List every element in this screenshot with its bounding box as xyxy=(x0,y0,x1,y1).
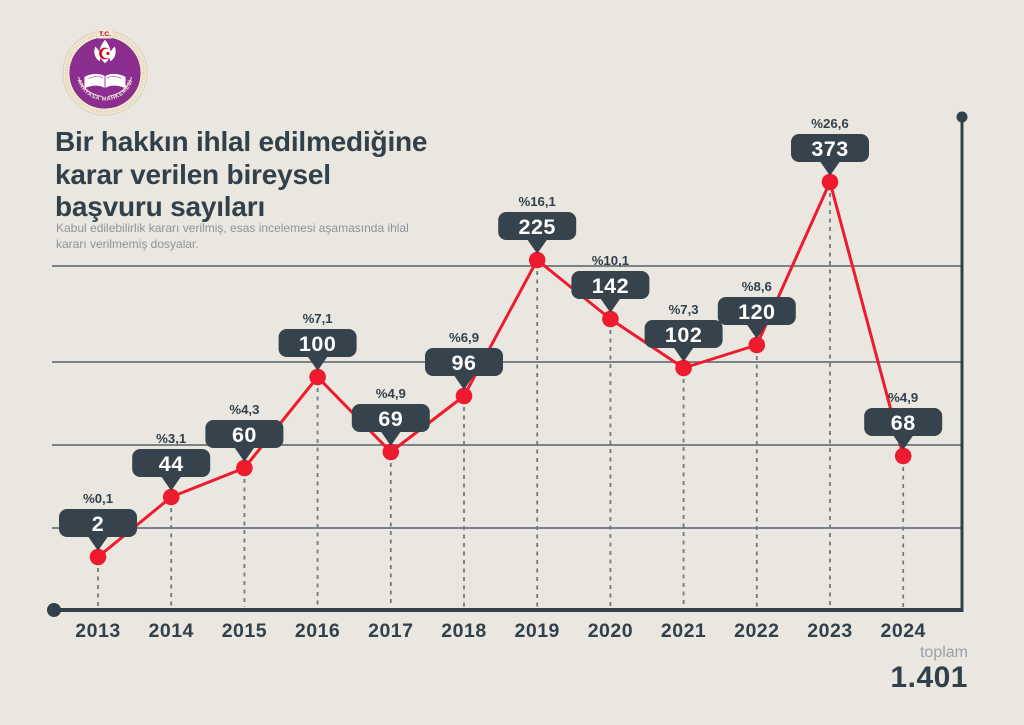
data-point-2024 xyxy=(894,447,912,465)
value-badge-2014 xyxy=(132,449,211,477)
percent-label-2017: %4,9 xyxy=(376,386,406,401)
value-label-2018: 96 xyxy=(452,351,477,375)
value-badge-2017 xyxy=(351,404,430,432)
value-badge-2021 xyxy=(644,320,723,348)
value-badge-2018 xyxy=(425,348,503,376)
value-label-2016: 100 xyxy=(299,332,336,356)
title-line-2: karar verilen bireysel xyxy=(55,158,331,190)
badge-tail-2024 xyxy=(893,434,914,449)
subtitle-line-1: Kabul edilebilirlik kararı verilmiş, esa… xyxy=(56,221,409,235)
percent-label-2013: %0,1 xyxy=(83,491,113,506)
badge-tail-2017 xyxy=(380,430,401,445)
total-block: toplam 1.401 xyxy=(890,644,968,694)
year-label-2013: 2013 xyxy=(75,620,120,642)
badge-tail-2023 xyxy=(820,160,840,175)
logo-laurel-left xyxy=(78,76,103,97)
page-subtitle: Kabul edilebilirlik kararı verilmiş, esa… xyxy=(56,221,409,252)
percent-label-2014: %3,1 xyxy=(156,431,186,446)
x-axis-cap-dot xyxy=(47,603,61,617)
total-label: toplam xyxy=(919,644,968,661)
data-point-2018 xyxy=(455,387,473,405)
percent-label-2022: %8,6 xyxy=(742,279,772,294)
value-label-2024: 68 xyxy=(891,411,916,435)
value-label-2014: 44 xyxy=(159,452,184,476)
total-value: 1.401 xyxy=(890,661,968,694)
year-label-2018: 2018 xyxy=(441,620,486,642)
logo-laurel-right xyxy=(107,76,132,97)
court-logo: T.C. ANAYASA MAHKEMESİ xyxy=(61,28,149,117)
percent-label-2021: %7,3 xyxy=(669,302,699,317)
value-badge-2015 xyxy=(205,420,284,448)
subtitle-line-2: kararı verilmemiş dosyalar. xyxy=(56,236,199,251)
year-label-2023: 2023 xyxy=(807,620,852,642)
percent-label-2020: %10,1 xyxy=(592,253,629,268)
badge-tail-2014 xyxy=(161,475,182,490)
value-label-2013: 2 xyxy=(92,512,104,536)
value-badge-2013 xyxy=(59,509,137,537)
year-label-2015: 2015 xyxy=(222,620,267,642)
value-label-2015: 60 xyxy=(232,423,257,447)
percent-label-2023: %26,6 xyxy=(811,116,848,131)
year-label-2020: 2020 xyxy=(588,620,633,642)
value-badge-2022 xyxy=(717,297,796,325)
value-badge-2019 xyxy=(498,212,577,240)
data-point-2021 xyxy=(675,359,692,377)
badge-tail-2019 xyxy=(527,238,548,253)
year-label-2016: 2016 xyxy=(295,620,340,642)
data-point-2013 xyxy=(89,548,107,566)
percent-label-2015: %4,3 xyxy=(229,402,259,417)
data-point-2022 xyxy=(748,336,766,354)
book-icon xyxy=(84,73,126,89)
page-title: Bir hakkın ihlal edilmediğine karar veri… xyxy=(55,126,427,224)
badge-tail-2020 xyxy=(600,297,621,312)
flame-icon xyxy=(94,39,116,64)
star-icon xyxy=(106,51,110,56)
year-label-2019: 2019 xyxy=(515,620,560,642)
year-label-2022: 2022 xyxy=(734,620,779,642)
percent-label-2018: %6,9 xyxy=(449,330,479,345)
data-point-2019 xyxy=(528,251,546,269)
tc-banner xyxy=(95,28,115,39)
value-label-2019: 225 xyxy=(519,215,556,239)
value-label-2023: 373 xyxy=(811,137,848,161)
year-label-2017: 2017 xyxy=(368,620,413,642)
data-point-2016 xyxy=(309,368,326,386)
value-label-2020: 142 xyxy=(592,274,629,298)
badge-tail-2013 xyxy=(88,535,108,550)
value-badge-2020 xyxy=(571,271,650,299)
tc-label: T.C. xyxy=(99,31,111,38)
year-label-2024: 2024 xyxy=(881,620,926,642)
data-point-2014 xyxy=(162,488,180,506)
year-label-2014: 2014 xyxy=(149,620,194,642)
data-point-2015 xyxy=(236,459,253,477)
value-label-2017: 69 xyxy=(378,407,403,431)
value-label-2022: 120 xyxy=(738,300,775,324)
data-point-2020 xyxy=(602,310,619,328)
percent-label-2016: %7,1 xyxy=(303,311,333,326)
data-point-2017 xyxy=(382,443,400,461)
value-badge-2016 xyxy=(278,329,357,357)
percent-label-2024: %4,9 xyxy=(888,390,918,405)
court-logo-emblem: T.C. ANAYASA MAHKEMESİ xyxy=(62,28,148,116)
title-line-1: Bir hakkın ihlal edilmediğine xyxy=(55,126,428,157)
data-point-2023 xyxy=(821,173,839,191)
value-label-2021: 102 xyxy=(665,323,702,347)
value-badge-2023 xyxy=(791,134,869,162)
year-label-2021: 2021 xyxy=(661,620,706,642)
percent-label-2019: %16,1 xyxy=(518,194,555,209)
title-line-3: başvuru sayıları xyxy=(55,191,266,222)
y-axis-cap-dot xyxy=(956,111,968,123)
value-badge-2024 xyxy=(864,408,943,436)
badge-tail-2021 xyxy=(673,346,694,361)
